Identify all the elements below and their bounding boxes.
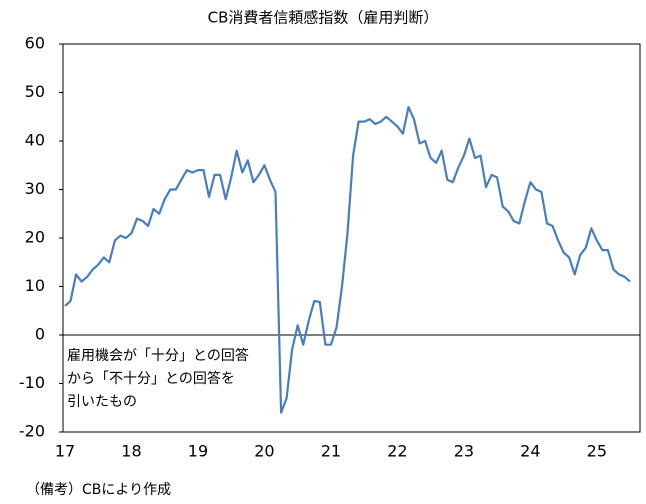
annotation: から「不十分」との回答を <box>67 370 235 387</box>
x-tick-label: 19 <box>188 442 208 461</box>
annotation: 雇用機会が「十分」との回答 <box>67 347 249 364</box>
y-tick-label: 60 <box>25 34 45 53</box>
y-tick-label: 50 <box>25 82 45 101</box>
x-tick-label: 21 <box>321 442 341 461</box>
x-tick-label: 18 <box>121 442 141 461</box>
source-note: （備考）CBにより作成 <box>26 482 171 498</box>
y-tick-label: -20 <box>19 422 45 441</box>
y-tick-label: 40 <box>25 131 45 150</box>
x-tick-label: 24 <box>520 442 540 461</box>
data-line <box>64 106 631 414</box>
y-tick-label: 0 <box>35 325 45 344</box>
y-tick-label: 30 <box>25 179 45 198</box>
y-tick-label: -10 <box>19 373 45 392</box>
x-tick-label: 20 <box>254 442 274 461</box>
x-tick-label: 22 <box>387 442 407 461</box>
chart-title: CB消費者信頼感指数（雇用判断） <box>208 9 439 27</box>
x-tick-label: 23 <box>454 442 474 461</box>
annotation: 引いたもの <box>67 394 137 410</box>
y-tick-label: 10 <box>25 276 45 295</box>
x-tick-label: 25 <box>587 442 607 461</box>
x-tick-label: 17 <box>55 442 75 461</box>
y-tick-label: 20 <box>25 228 45 247</box>
